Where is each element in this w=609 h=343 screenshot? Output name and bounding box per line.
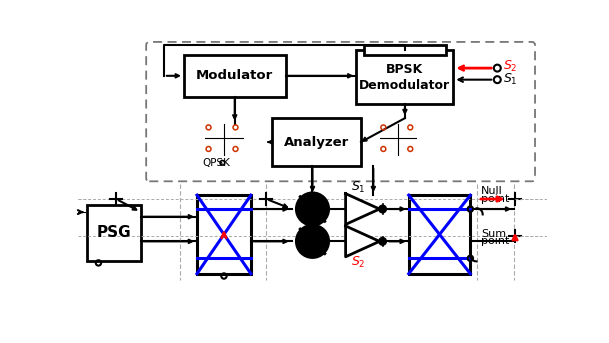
Text: QPSK: QPSK [202, 158, 230, 168]
Polygon shape [345, 193, 379, 224]
Text: Modulator: Modulator [196, 69, 273, 82]
Circle shape [297, 225, 329, 258]
Text: Sum: Sum [481, 229, 506, 239]
Text: point: point [481, 236, 510, 246]
Bar [364, 45, 446, 55]
Text: Null: Null [481, 186, 503, 196]
Bar [184, 55, 286, 97]
Circle shape [297, 193, 329, 225]
Text: point: point [481, 194, 510, 204]
Text: $S_1$: $S_1$ [504, 72, 518, 87]
Bar [197, 195, 251, 274]
Circle shape [379, 205, 386, 212]
Text: $S_1$: $S_1$ [351, 180, 366, 195]
Text: $S_2$: $S_2$ [504, 59, 518, 74]
Bar [356, 50, 454, 104]
Text: BPSK
Demodulator: BPSK Demodulator [359, 63, 451, 92]
Bar [272, 118, 361, 166]
Text: $S_2$: $S_2$ [351, 256, 366, 271]
Bar [409, 195, 470, 274]
Text: Analyzer: Analyzer [284, 135, 349, 149]
Circle shape [379, 238, 386, 245]
Text: PSG: PSG [96, 225, 131, 240]
Bar [87, 205, 141, 261]
Polygon shape [345, 226, 379, 257]
